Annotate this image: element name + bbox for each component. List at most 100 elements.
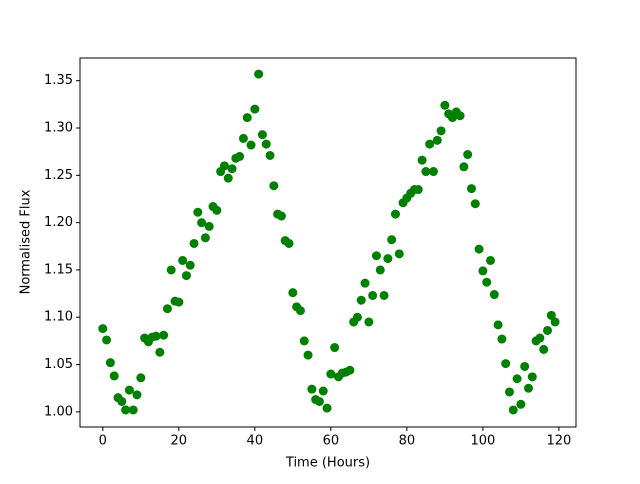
data-point [440,100,450,110]
y-tick-label: 1.30 [44,121,73,136]
data-point [284,238,294,248]
data-point [288,288,298,298]
data-point [379,290,389,300]
data-point [520,361,530,371]
data-point [364,317,374,327]
x-tick-label: 20 [171,434,188,449]
data-point [436,126,446,136]
data-point [482,277,492,287]
data-point [117,396,127,406]
data-point [463,150,473,160]
data-point [478,266,488,276]
x-tick-label: 40 [247,434,264,449]
x-tick-label: 100 [470,434,495,449]
data-point [124,385,134,395]
data-point [295,306,305,316]
data-point [166,265,176,275]
data-point [459,162,469,172]
data-point [512,374,522,384]
data-point [508,405,518,415]
data-point [527,372,537,382]
data-point [155,347,165,357]
y-axis-label: Normalised Flux [19,189,34,294]
data-point [136,373,146,383]
data-point [413,185,423,195]
data-point [185,260,195,270]
data-point [200,233,210,243]
data-point [178,255,188,265]
data-point [238,133,248,143]
y-tick-label: 1.20 [44,215,73,230]
data-point [265,150,275,160]
data-point [497,334,507,344]
data-point [102,335,112,345]
data-point [352,312,362,322]
data-point [159,330,169,340]
data-point [387,235,397,245]
data-point [276,211,286,221]
data-point [523,383,533,393]
data-point [375,265,385,275]
data-point [235,151,245,161]
data-point [394,249,404,259]
data-point [318,386,328,396]
data-point [550,317,560,327]
x-tick-label: 60 [323,434,340,449]
data-point [466,184,476,194]
data-point [516,399,526,409]
data-point [425,139,435,149]
data-point [546,310,556,320]
data-point [197,218,207,228]
data-point [223,173,233,183]
data-point [174,297,184,307]
y-tick-label: 1.05 [44,357,73,372]
y-tick-label: 1.35 [44,73,73,88]
data-point [162,304,172,314]
data-point [109,371,119,381]
y-tick-label: 1.25 [44,168,73,183]
x-axis-label: Time (Hours) [285,456,370,471]
data-point [417,155,427,165]
data-point [356,295,366,305]
data-point [121,405,131,415]
data-point [189,238,199,248]
data-point [193,207,203,217]
data-point [542,325,552,335]
data-point [371,251,381,261]
data-point [535,333,545,343]
data-point [128,405,138,415]
data-point [493,320,503,330]
data-point [242,113,252,123]
plot-frame [79,57,577,428]
data-point [504,387,514,397]
data-point [428,167,438,177]
data-point [307,384,317,394]
data-point [181,271,191,281]
data-point [269,181,279,191]
data-point [345,365,355,375]
data-point [539,344,549,354]
data-point [227,164,237,174]
data-point [261,139,271,149]
data-point [326,369,336,379]
data-point [360,278,370,288]
y-tick-label: 1.00 [44,404,73,419]
data-point [299,336,309,346]
data-point [455,111,465,121]
data-point [474,244,484,254]
data-point [98,324,108,334]
x-tick-label: 0 [99,434,107,449]
data-point [212,205,222,215]
data-point [432,135,442,145]
data-point [314,396,324,406]
data-point [151,331,161,341]
data-point [421,167,431,177]
data-point [105,358,115,368]
data-point [204,221,214,231]
data-point [257,130,267,140]
data-point [470,199,480,209]
data-point [254,69,264,79]
x-tick-label: 120 [546,434,571,449]
